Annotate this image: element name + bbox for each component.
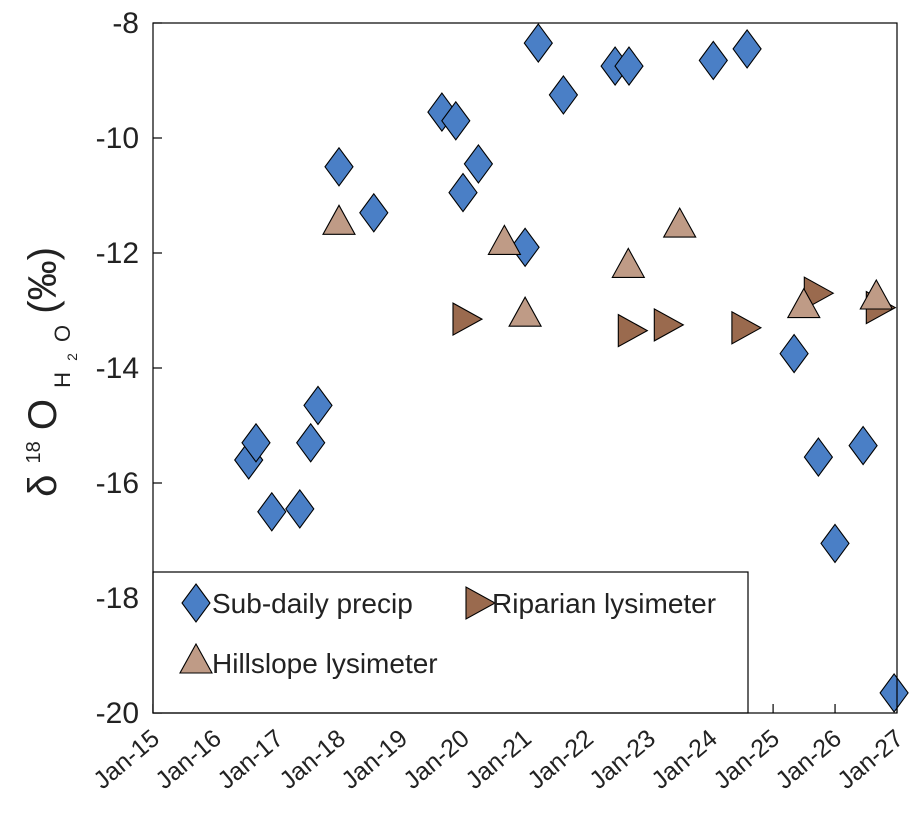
- legend-label: Hillslope lysimeter: [212, 648, 438, 679]
- sub-daily-precip-point: [698, 40, 728, 81]
- x-tick-label: Jan-20: [398, 724, 475, 795]
- plot-frame: [152, 22, 898, 714]
- y-tick-label: -20: [96, 697, 139, 730]
- x-tick-label: Jan-15: [88, 724, 165, 795]
- sub-daily-precip-point: [820, 523, 850, 564]
- x-tick-label: Jan-25: [708, 724, 785, 795]
- y-label-mass-number: 18: [23, 441, 45, 463]
- sub-daily-precip-point: [614, 46, 644, 87]
- hillslope-lysimeter-point: [611, 247, 646, 278]
- y-tick-label: -10: [96, 122, 139, 155]
- y-label-delta: δ: [21, 475, 65, 497]
- x-tick-label: Jan-24: [646, 724, 723, 795]
- sub-daily-precip-point: [448, 172, 478, 213]
- sub-daily-precip-point: [523, 23, 553, 64]
- x-tick-label: Jan-26: [770, 724, 847, 795]
- legend-marker: [179, 642, 213, 674]
- sub-daily-precip-point: [359, 192, 389, 233]
- sub-daily-precip-point: [510, 227, 540, 268]
- sub-daily-precip-point: [732, 28, 762, 69]
- legend-layer: Sub-daily precip Riparian lysimeter Hillsl…: [179, 583, 716, 679]
- sub-daily-precip-point: [463, 143, 494, 184]
- riparian-lysimeter-point: [617, 313, 649, 348]
- x-tick-label: Jan-23: [584, 724, 661, 795]
- sub-daily-precip-point: [285, 488, 315, 529]
- y-label-unit: (‰): [21, 247, 65, 314]
- sub-daily-precip-point: [296, 422, 326, 463]
- x-tick-label: Jan-18: [274, 724, 351, 795]
- hillslope-lysimeter-point: [786, 287, 821, 319]
- y-label-sub-o: O: [50, 325, 75, 342]
- hillslope-lysimeter-point: [859, 278, 894, 310]
- sub-daily-precip-point: [848, 425, 878, 466]
- sub-daily-precip-point: [803, 437, 834, 478]
- sub-daily-precip-point: [303, 385, 333, 426]
- sub-daily-precip-point: [879, 672, 909, 713]
- y-tick-label: -14: [96, 352, 139, 385]
- legend-marker: [181, 583, 211, 623]
- y-tick-label: -8: [112, 7, 139, 40]
- sub-daily-precip-point: [548, 74, 579, 115]
- x-tick-label: Jan-22: [522, 724, 599, 795]
- y-axis-label: δ 18 O H 2 O (‰): [5, 247, 86, 497]
- sub-daily-precip-point: [257, 491, 287, 532]
- x-tick-label: Jan-27: [832, 724, 909, 795]
- x-tick-label: Jan-17: [212, 724, 289, 795]
- hillslope-lysimeter-point: [662, 206, 697, 238]
- y-label-sub-2: 2: [64, 353, 80, 361]
- hillslope-lysimeter-point: [487, 224, 522, 255]
- sub-daily-precip-point: [241, 422, 271, 463]
- sub-daily-precip-point: [427, 92, 457, 133]
- riparian-lysimeter-point: [452, 302, 484, 337]
- y-label-element: O: [21, 399, 65, 430]
- hillslope-lysimeter-point: [322, 204, 356, 235]
- sub-daily-precip-point: [324, 146, 354, 187]
- legend-label: Riparian lysimeter: [492, 588, 716, 619]
- x-tick-label: Jan-19: [336, 724, 413, 795]
- y-tick-label: -12: [96, 237, 139, 270]
- x-tick-label: Jan-16: [150, 724, 227, 795]
- sub-daily-precip-point: [779, 333, 809, 374]
- legend-marker: [465, 586, 497, 620]
- y-tick-label: -16: [96, 467, 139, 500]
- riparian-lysimeter-point: [731, 310, 763, 345]
- hillslope-lysimeter-point: [508, 296, 543, 327]
- y-label-sub-h: H: [50, 372, 75, 388]
- riparian-lysimeter-point: [653, 307, 685, 342]
- sub-daily-precip-point: [441, 100, 471, 141]
- marks-layer: [234, 23, 909, 713]
- y-tick-label: -18: [96, 582, 139, 615]
- x-tick-label: Jan-21: [460, 724, 537, 795]
- legend-label: Sub-daily precip: [212, 588, 413, 619]
